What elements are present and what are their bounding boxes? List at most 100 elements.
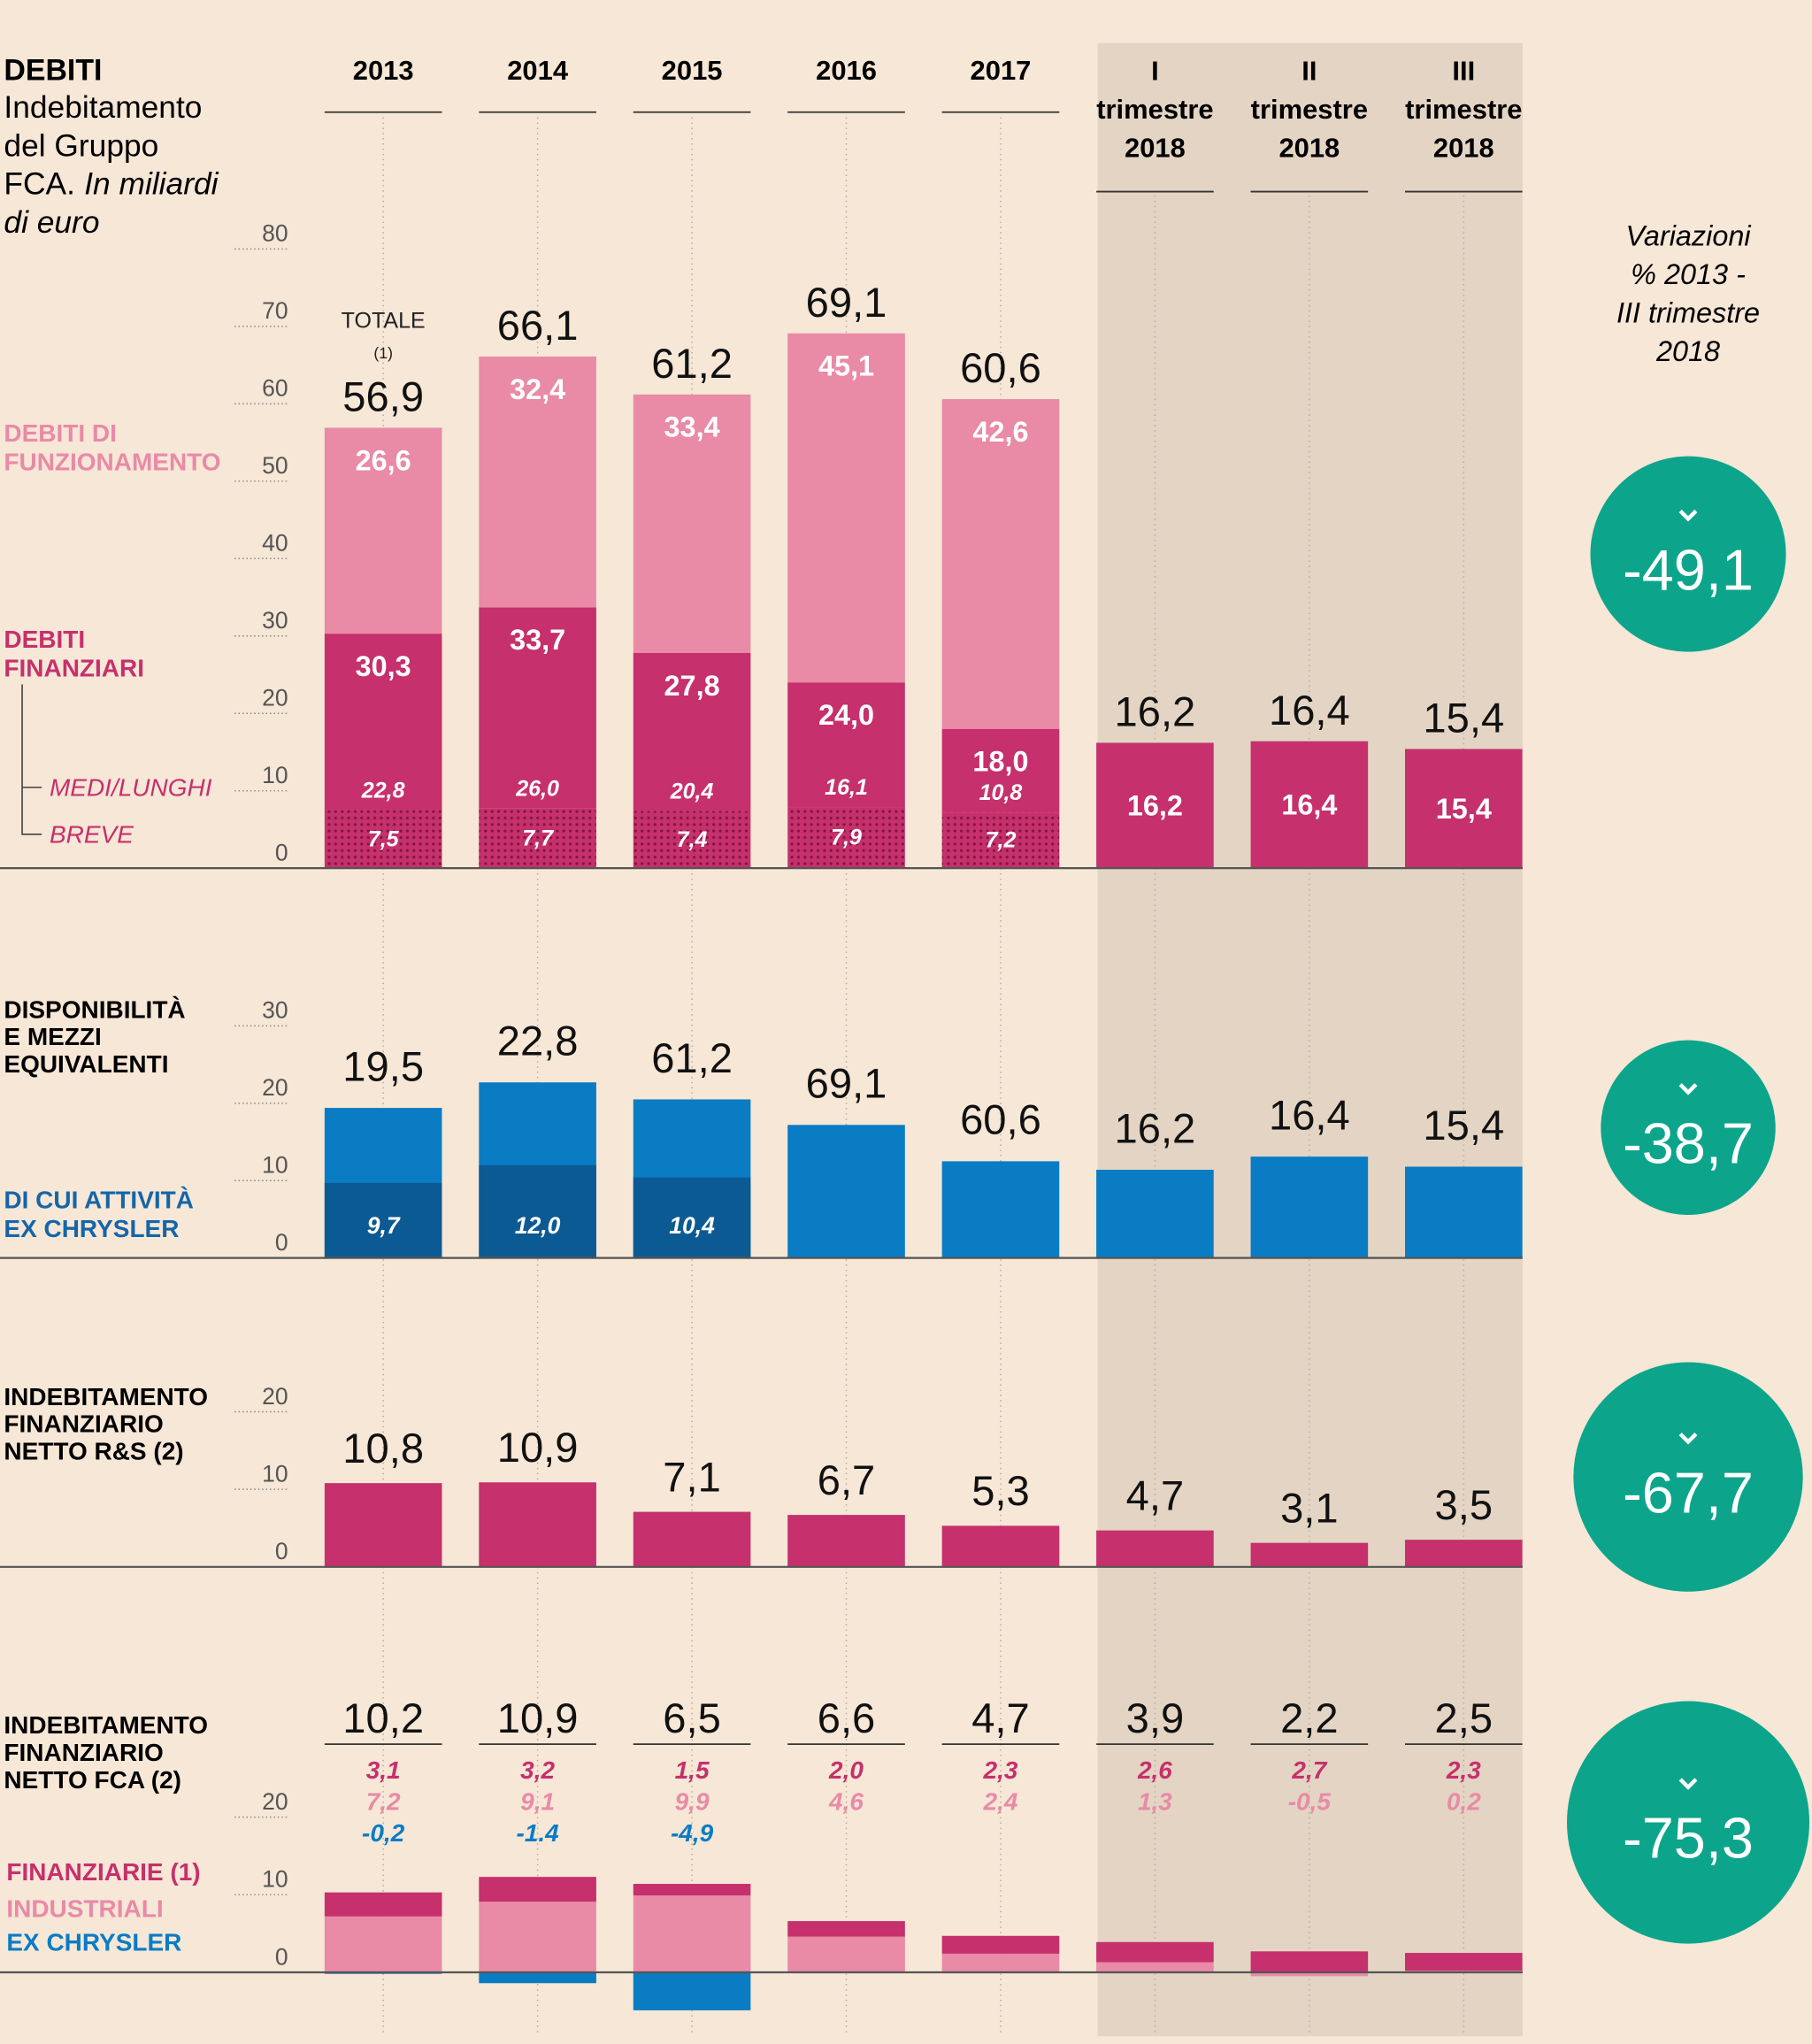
total-label: 2,5 [1435, 1694, 1493, 1741]
y-tick-label: 20 [262, 1383, 288, 1410]
segment-label: -4,9 [671, 1819, 714, 1847]
segment-label: 2,7 [1291, 1756, 1327, 1784]
text-line: I [1151, 55, 1159, 86]
bar [324, 1483, 442, 1567]
y-tick-label: 80 [262, 220, 288, 247]
y-tick-label: 0 [275, 1229, 288, 1256]
bar-segment [633, 1884, 751, 1896]
segment-label: 33,7 [510, 624, 565, 656]
value-label: 16,2 [1115, 1104, 1196, 1151]
segment-label: 27,8 [664, 670, 720, 702]
change-badge [1573, 1362, 1803, 1592]
total-label: 16,2 [1115, 688, 1196, 735]
bar-segment [941, 399, 1060, 729]
total-note: (1) [373, 344, 393, 362]
value-label: 7,1 [663, 1453, 721, 1500]
segment-label: 4,6 [828, 1787, 864, 1815]
total-label: 66,1 [497, 302, 579, 349]
text-line: NETTO R&S (2) [4, 1437, 183, 1464]
segment-label: 7,2 [986, 828, 1017, 853]
y-tick-label: 20 [262, 1074, 288, 1101]
y-tick-label: 30 [262, 997, 288, 1024]
text-line: III trimestre [1616, 297, 1760, 329]
value-label: 60,6 [960, 1096, 1041, 1143]
total-label: 10,9 [497, 1694, 579, 1741]
text-line: INDEBITAMENTO [4, 1711, 208, 1739]
panel-title: INDEBITAMENTO FINANZIARIO NETTO FCA (2) [4, 1711, 208, 1794]
text-line: trimestre [1251, 94, 1368, 125]
value-label: 16,4 [1269, 1092, 1350, 1139]
segment-label: 7,4 [677, 827, 708, 852]
bar-segment [633, 1971, 751, 2010]
segment-label: 26,0 [515, 777, 559, 802]
bar-segment [633, 1177, 751, 1258]
segment-label: 3,1 [366, 1756, 401, 1784]
change-label: -38,7 [1623, 1111, 1754, 1176]
bar-segment [787, 1936, 905, 1972]
bar-segment [633, 1895, 751, 1972]
value-label: 69,1 [806, 1060, 887, 1107]
bar [1405, 749, 1523, 869]
bar [1250, 741, 1369, 869]
x-tick-label: 2014 [507, 55, 569, 86]
text-line: FCA. [4, 166, 75, 201]
chevron [1678, 1083, 1698, 1095]
text-line: INDEBITAMENTO [4, 1382, 208, 1410]
unit: In miliardi di euro [4, 166, 219, 239]
bar-segment [324, 427, 442, 634]
text-line: 2018 [1278, 132, 1340, 163]
x-tick-label: III trimestre 2018 [1405, 55, 1522, 163]
y-tick-label: 0 [275, 1538, 288, 1564]
segment-label: 10,8 [979, 780, 1023, 805]
text-line: EQUIVALENTI [4, 1050, 168, 1078]
bar [479, 1482, 596, 1567]
text-line: Indebitamento [4, 89, 202, 124]
total-label: 4,7 [971, 1694, 1030, 1741]
text-line: di euro [4, 205, 99, 240]
bar-segment [941, 1953, 1060, 1972]
bar-segment [324, 1182, 442, 1258]
value-label: 6,7 [818, 1456, 876, 1503]
chevron [1678, 1432, 1698, 1445]
bar-segment [479, 607, 596, 809]
text-line: DEBITI [4, 625, 85, 652]
value-label: 3,1 [1280, 1484, 1339, 1531]
bar [1096, 742, 1214, 869]
bar-segment [1405, 1953, 1523, 1971]
bar-segment [479, 1164, 596, 1258]
x-tick-label: 2015 [662, 55, 723, 86]
segment-label: 42,6 [972, 416, 1028, 448]
text-line: 2018 [1433, 132, 1494, 163]
change-badge [1590, 456, 1786, 652]
segment-label: 2,3 [1446, 1756, 1481, 1784]
change-title: Variazioni % 2013 - III trimestre 2018 [1616, 220, 1760, 367]
total-label: 16,4 [1269, 687, 1350, 734]
bar [1096, 1530, 1214, 1567]
chevron [1678, 1778, 1698, 1790]
y-tick-label: 30 [262, 607, 288, 634]
value-label: 10,8 [342, 1425, 424, 1472]
bar-segment [941, 812, 1060, 869]
text-line: III [1452, 55, 1475, 86]
bar-segment [787, 333, 905, 683]
legend-label: DEBITI DI FUNZIONAMENTO [4, 419, 220, 475]
text-line: In miliardi [84, 166, 219, 201]
total-label: 10,2 [342, 1694, 424, 1741]
legend-label: MEDI/LUNGHI [50, 773, 212, 801]
text-line: del Gruppo [4, 128, 158, 163]
segment-label: 22,8 [361, 778, 405, 803]
bar [633, 1511, 751, 1567]
y-tick-label: 10 [262, 1460, 288, 1487]
text-line: DI CUI ATTIVITÀ [4, 1186, 194, 1213]
bar-segment [633, 394, 751, 653]
segment-label: 18,0 [972, 746, 1028, 778]
text-line: 2018 [1125, 132, 1186, 163]
bar-segment [941, 728, 1060, 813]
bar-segment [479, 808, 596, 869]
y-tick-label: 50 [262, 452, 288, 479]
total-label: 6,6 [818, 1694, 876, 1741]
bar-segment [479, 1877, 596, 1902]
bar-segment [1250, 1951, 1369, 1972]
segment-label: 32,4 [510, 373, 565, 405]
